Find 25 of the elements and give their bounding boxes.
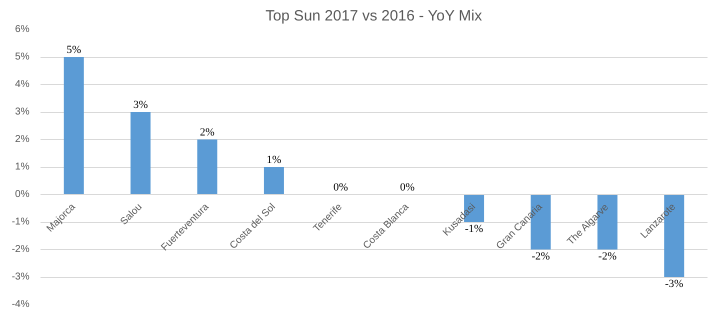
- bar: [264, 167, 284, 194]
- bar: [130, 112, 151, 194]
- data-label: 2%: [200, 126, 215, 139]
- y-tick-label: 6%: [15, 24, 30, 35]
- y-tick-label: 5%: [15, 52, 30, 62]
- bar: [64, 57, 84, 194]
- chart-title: Top Sun 2017 vs 2016 - YoY Mix: [265, 8, 482, 24]
- y-tick-label: 3%: [15, 106, 30, 118]
- data-label: -3%: [664, 278, 684, 290]
- data-label: -2%: [598, 250, 617, 262]
- data-label: 0%: [400, 182, 415, 194]
- y-tick-label: -2%: [12, 244, 30, 255]
- y-tick-label: -1%: [12, 216, 30, 228]
- y-tick-label: 1%: [15, 162, 30, 172]
- y-tick-label: 2%: [15, 134, 30, 145]
- y-tick-label: -3%: [12, 272, 30, 282]
- data-label: 5%: [66, 44, 82, 56]
- bar: [197, 140, 218, 194]
- data-label: 1%: [266, 154, 282, 166]
- y-tick-label: 4%: [15, 79, 30, 90]
- data-label: -2%: [532, 250, 550, 262]
- data-label: 3%: [133, 99, 148, 112]
- data-label: 0%: [333, 182, 348, 194]
- y-tick-label: 0%: [15, 189, 30, 200]
- y-tick-label: -4%: [12, 299, 30, 310]
